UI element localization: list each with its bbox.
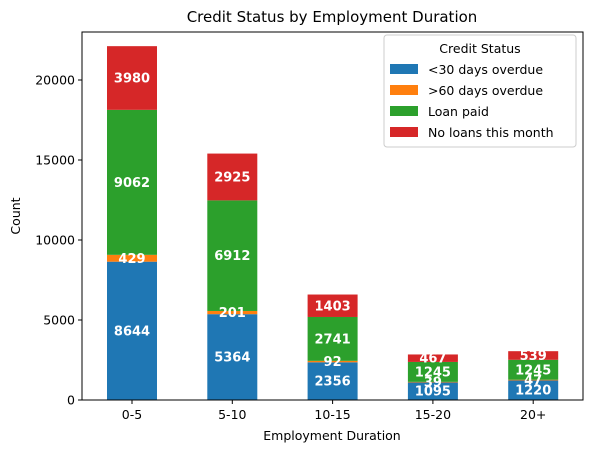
bar-labels-group: 8644 429 9062 3980 5364 201 6912 2925 2356 92 2741… <box>114 72 551 400</box>
x-axis: 0-5 5-10 10-15 15-20 20+ <box>122 400 546 422</box>
legend-entry: <30 days overdue <box>428 62 543 77</box>
data-label-0-5-series-2: 9062 <box>114 176 150 191</box>
data-label-15-20-series-1: 39 <box>424 376 442 391</box>
data-label-15-20-series-2: 1245 <box>415 365 451 380</box>
legend-entry: No loans this month <box>428 125 554 140</box>
bar-10-15-series-1 <box>307 360 358 363</box>
legend-swatch <box>390 106 418 116</box>
bar-0-5-series-0 <box>107 261 157 400</box>
data-label-5-10-series-2: 6912 <box>214 249 250 264</box>
data-label-10-15-series-0: 2356 <box>315 375 351 390</box>
legend-swatch <box>390 64 418 74</box>
bar-10-15-series-2 <box>307 316 358 361</box>
bar-15-20-series-1 <box>407 381 458 383</box>
bar-0-5-series-2 <box>107 109 157 255</box>
data-label-10-15-series-3: 1403 <box>315 299 351 314</box>
y-tick-label: 15000 <box>35 153 75 168</box>
y-tick-label: 10000 <box>35 233 75 248</box>
data-label-20+-series-2: 1245 <box>515 363 551 378</box>
bar-20+-series-0 <box>508 380 559 400</box>
y-tick-label: 5000 <box>43 313 75 328</box>
legend-swatch <box>390 85 418 95</box>
x-tick-label: 10-15 <box>314 407 350 422</box>
bar-15-20-series-2 <box>407 361 458 382</box>
data-label-5-10-series-3: 2925 <box>214 170 250 185</box>
legend-swatch <box>390 127 418 137</box>
y-tick-label: 0 <box>67 393 75 408</box>
bars-group <box>107 46 559 400</box>
x-tick-label: 20+ <box>520 407 546 422</box>
bar-15-20-series-3 <box>407 354 458 362</box>
x-tick-label: 0-5 <box>122 407 142 422</box>
data-label-10-15-series-2: 2741 <box>315 332 351 347</box>
bar-0-5-series-1 <box>107 254 157 262</box>
data-label-5-10-series-0: 5364 <box>214 351 250 366</box>
y-axis-label: Count <box>8 197 23 234</box>
bar-5-10-series-3 <box>207 153 258 201</box>
bar-0-5-series-3 <box>107 46 157 110</box>
legend-entry: Loan paid <box>428 104 489 119</box>
legend-items: <30 days overdue >60 days overdue Loan pai… <box>390 62 554 140</box>
legend: Credit Status <30 days overdue >60 days o… <box>383 34 577 148</box>
bar-10-15-series-0 <box>307 362 358 400</box>
data-label-20+-series-3: 539 <box>520 349 547 364</box>
legend-title: Credit Status <box>439 41 520 56</box>
data-label-15-20-series-0: 1095 <box>415 385 451 400</box>
bar-20+-series-2 <box>508 359 559 380</box>
bar-15-20-series-0 <box>407 382 458 400</box>
x-tick-label: 15-20 <box>415 407 451 422</box>
bar-5-10-series-1 <box>207 310 258 315</box>
legend-frame <box>383 34 577 148</box>
data-label-0-5-series-1: 429 <box>118 252 145 267</box>
bar-10-15-series-3 <box>307 294 358 317</box>
x-tick-label: 5-10 <box>218 407 246 422</box>
y-tick-label: 20000 <box>35 73 75 88</box>
bar-20+-series-1 <box>508 379 559 381</box>
data-label-20+-series-1: 47 <box>524 374 542 389</box>
data-label-5-10-series-1: 201 <box>219 306 246 321</box>
bar-5-10-series-0 <box>207 314 258 400</box>
bar-20+-series-3 <box>508 351 559 360</box>
data-label-15-20-series-3: 467 <box>419 352 446 367</box>
data-label-10-15-series-1: 92 <box>324 355 342 370</box>
y-axis: 0 5000 10000 15000 20000 <box>35 73 82 408</box>
data-label-20+-series-0: 1220 <box>515 384 551 399</box>
data-label-0-5-series-0: 8644 <box>114 324 150 339</box>
legend-entry: >60 days overdue <box>428 83 543 98</box>
bar-5-10-series-2 <box>207 200 258 311</box>
chart-title: Credit Status by Employment Duration <box>187 8 478 26</box>
data-label-0-5-series-3: 3980 <box>114 72 150 87</box>
x-axis-label: Employment Duration <box>263 428 400 443</box>
